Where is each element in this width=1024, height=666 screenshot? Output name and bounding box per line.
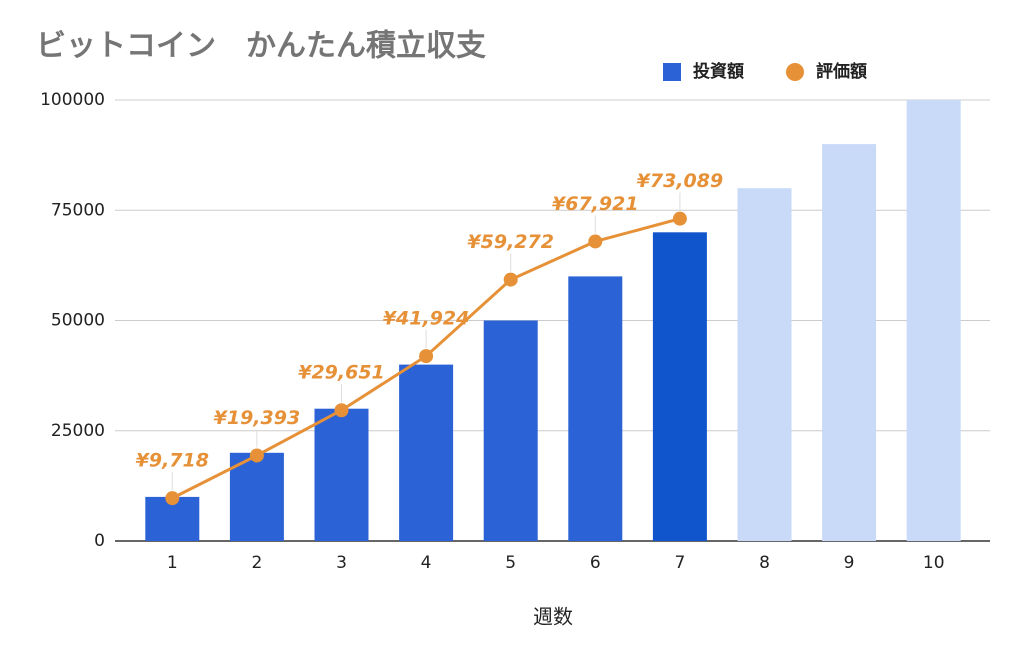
chart-title: ビットコイン かんたん積立収支 bbox=[36, 29, 486, 64]
data-label: ¥41,924 bbox=[383, 308, 470, 330]
data-label: ¥29,651 bbox=[298, 362, 385, 384]
x-axis-label: 週数 bbox=[533, 605, 573, 629]
bar bbox=[229, 452, 284, 541]
bar bbox=[906, 100, 961, 541]
x-tick-label: 4 bbox=[421, 553, 432, 573]
legend-label: 評価額 bbox=[816, 61, 867, 82]
point bbox=[419, 349, 434, 364]
bar bbox=[652, 232, 707, 542]
point bbox=[249, 448, 264, 463]
x-tick-label: 1 bbox=[167, 553, 178, 573]
y-tick-label: 100000 bbox=[40, 90, 105, 110]
data-label: ¥73,089 bbox=[637, 170, 724, 192]
y-tick-label: 0 bbox=[94, 531, 105, 551]
point bbox=[334, 403, 349, 418]
x-tick-label: 10 bbox=[923, 553, 945, 573]
data-label: ¥19,393 bbox=[214, 407, 301, 429]
bar bbox=[568, 276, 623, 541]
point bbox=[503, 272, 518, 287]
x-tick-label: 3 bbox=[336, 553, 347, 573]
x-tick-label: 8 bbox=[759, 553, 770, 573]
bar bbox=[483, 320, 538, 541]
legend-label: 投資額 bbox=[693, 61, 744, 82]
legend-swatch bbox=[786, 63, 804, 81]
point bbox=[588, 234, 603, 249]
x-tick-label: 7 bbox=[674, 553, 685, 573]
x-tick-label: 2 bbox=[251, 553, 262, 573]
y-tick-label: 75000 bbox=[51, 200, 105, 220]
legend-swatch bbox=[663, 63, 681, 81]
data-label: ¥9,718 bbox=[136, 450, 209, 472]
bar bbox=[314, 408, 369, 541]
bar bbox=[399, 364, 454, 541]
bar bbox=[822, 144, 877, 541]
x-tick-label: 6 bbox=[590, 553, 601, 573]
x-tick-label: 9 bbox=[844, 553, 855, 573]
x-tick-label: 5 bbox=[505, 553, 516, 573]
data-label: ¥59,272 bbox=[467, 231, 554, 253]
bar bbox=[737, 188, 792, 541]
point bbox=[165, 491, 180, 506]
y-tick-label: 25000 bbox=[51, 421, 105, 441]
data-label: ¥67,921 bbox=[552, 193, 639, 215]
point bbox=[672, 211, 687, 226]
y-tick-label: 50000 bbox=[51, 311, 105, 331]
